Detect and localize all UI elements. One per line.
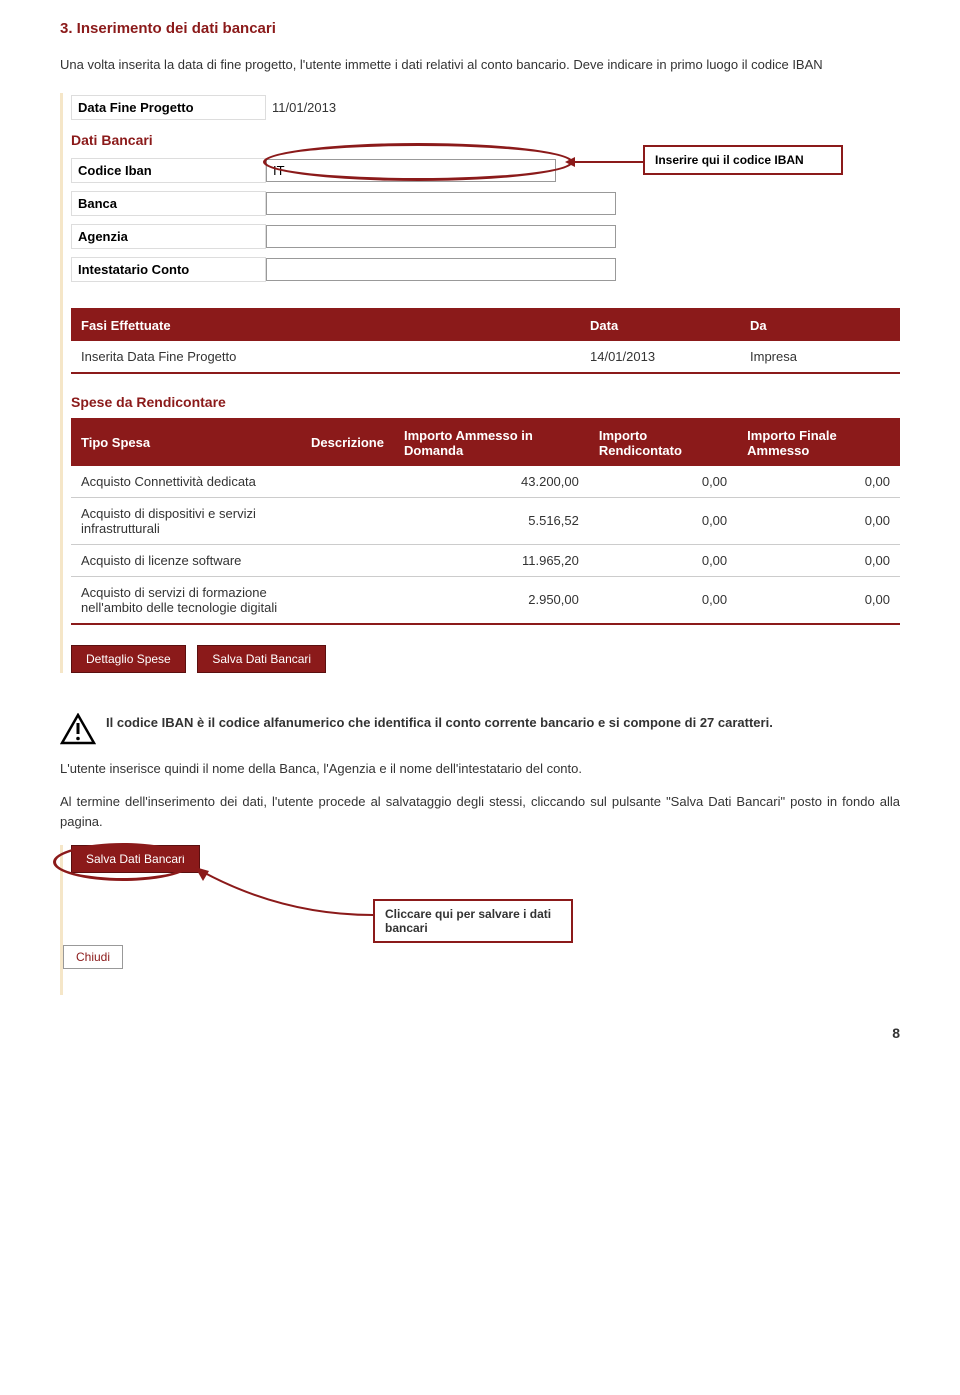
fasi-th-0: Fasi Effettuate — [71, 309, 580, 341]
fasi-th-1: Data — [580, 309, 740, 341]
section-title: 3. Inserimento dei dati bancari — [60, 20, 900, 37]
table-row: Inserita Data Fine Progetto 14/01/2013 I… — [71, 341, 900, 373]
spese-th-4: Importo Finale Ammesso — [737, 419, 900, 466]
iban-arrow — [573, 161, 643, 163]
fasi-table: Fasi Effettuate Data Da Inserita Data Fi… — [71, 308, 900, 374]
data-fine-value: 11/01/2013 — [266, 96, 342, 119]
paragraph-2: Al termine dell'inserimento dei dati, l'… — [60, 792, 900, 831]
salva-arrow — [193, 867, 373, 917]
form-screenshot: Data Fine Progetto 11/01/2013 Dati Banca… — [60, 93, 900, 673]
salva-dati-bancari-button-bottom[interactable]: Salva Dati Bancari — [71, 845, 200, 873]
warning-text: Il codice IBAN è il codice alfanumerico … — [106, 713, 773, 733]
intestatario-input[interactable] — [266, 258, 616, 281]
codice-iban-input[interactable] — [266, 159, 556, 182]
codice-iban-label: Codice Iban — [71, 158, 266, 183]
warning-icon — [60, 713, 96, 745]
data-fine-label: Data Fine Progetto — [71, 95, 266, 120]
spese-table: Tipo Spesa Descrizione Importo Ammesso i… — [71, 418, 900, 625]
intestatario-label: Intestatario Conto — [71, 257, 266, 282]
paragraph-1: L'utente inserisce quindi il nome della … — [60, 759, 900, 779]
spese-th-0: Tipo Spesa — [71, 419, 301, 466]
page-number: 8 — [60, 1025, 900, 1041]
salva-dati-bancari-button[interactable]: Salva Dati Bancari — [197, 645, 326, 673]
iban-callout: Inserire qui il codice IBAN — [643, 145, 843, 175]
agenzia-label: Agenzia — [71, 224, 266, 249]
spese-th-3: Importo Rendicontato — [589, 419, 737, 466]
table-row: Acquisto di licenze software 11.965,20 0… — [71, 544, 900, 576]
chiudi-button[interactable]: Chiudi — [63, 945, 123, 969]
spese-th-2: Importo Ammesso in Domanda — [394, 419, 589, 466]
table-row: Acquisto di servizi di formazione nell'a… — [71, 576, 900, 624]
spese-th-1: Descrizione — [301, 419, 394, 466]
intro-paragraph: Una volta inserita la data di fine proge… — [60, 55, 900, 75]
table-row: Acquisto di dispositivi e servizi infras… — [71, 497, 900, 544]
salva-callout: Cliccare qui per salvare i dati bancari — [373, 899, 573, 943]
dettaglio-spese-button[interactable]: Dettaglio Spese — [71, 645, 186, 673]
bottom-screenshot: Salva Dati Bancari Cliccare qui per salv… — [60, 845, 900, 995]
spese-header: Spese da Rendicontare — [71, 394, 900, 410]
banca-input[interactable] — [266, 192, 616, 215]
agenzia-input[interactable] — [266, 225, 616, 248]
fasi-th-2: Da — [740, 309, 900, 341]
banca-label: Banca — [71, 191, 266, 216]
table-row: Acquisto Connettività dedicata 43.200,00… — [71, 466, 900, 498]
